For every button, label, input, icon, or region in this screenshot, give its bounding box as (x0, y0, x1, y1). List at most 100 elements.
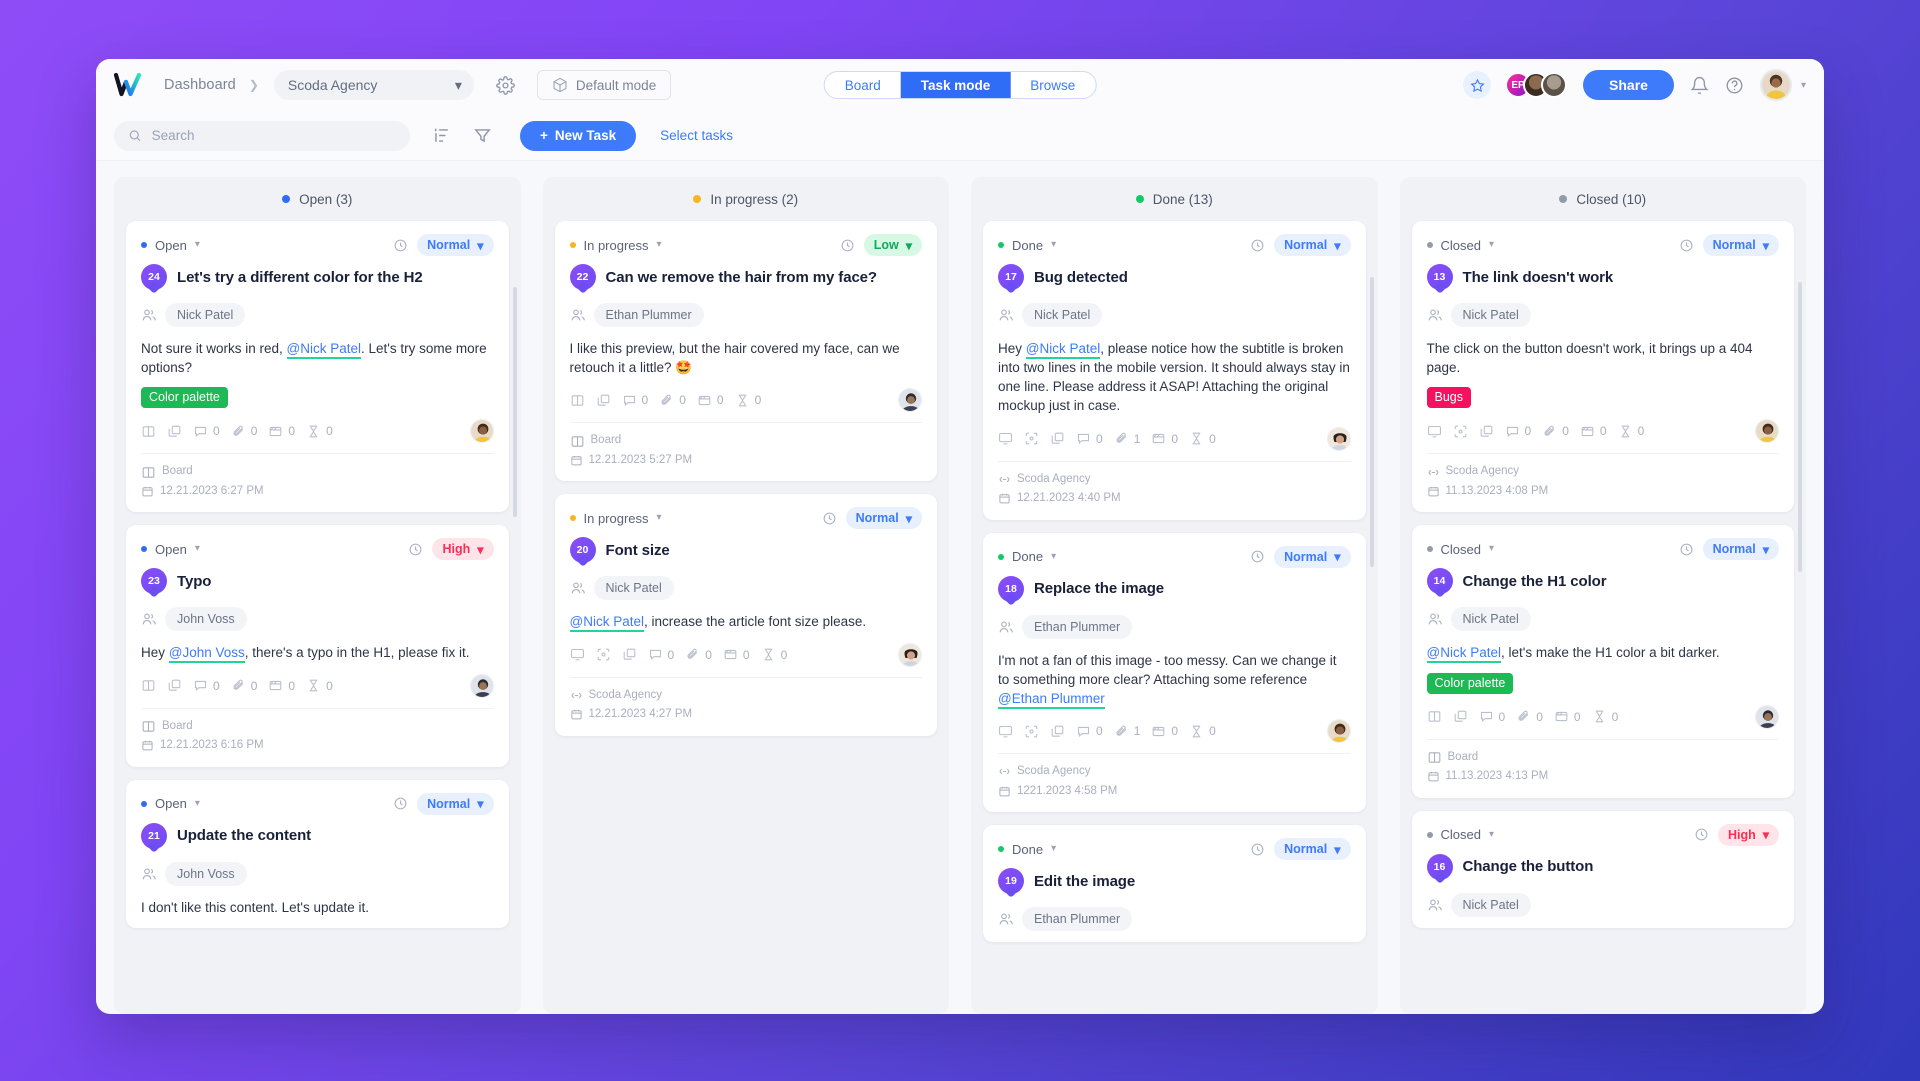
board-icon[interactable] (570, 393, 585, 408)
clock-icon[interactable] (1679, 542, 1694, 557)
card-status-select[interactable]: Closed ▾ (1426, 238, 1494, 253)
task-card[interactable]: Done ▾ Normal ▾ 18 Replace the image Ethan Plu… (983, 532, 1366, 813)
attachments-count[interactable]: 0 (231, 678, 257, 693)
attachments-count[interactable]: 0 (685, 647, 712, 662)
clock-icon[interactable] (393, 238, 408, 253)
filter-icon[interactable] (473, 126, 492, 145)
attachments-count[interactable]: 1 (1114, 431, 1140, 446)
search-input[interactable] (151, 128, 396, 143)
card-assignee[interactable]: Nick Patel (570, 576, 923, 601)
card-assignee[interactable]: Nick Patel (1427, 607, 1780, 632)
timer-count[interactable]: 0 (1189, 724, 1216, 739)
priority-select[interactable]: Normal ▾ (845, 507, 922, 530)
clock-icon[interactable] (408, 542, 423, 557)
monitor-icon[interactable] (998, 724, 1013, 739)
mention-link[interactable]: @John Voss (168, 645, 245, 664)
search-box[interactable] (114, 120, 410, 151)
comments-count[interactable]: 0 (648, 647, 674, 662)
share-button[interactable]: Share (1583, 70, 1674, 100)
selection-icon[interactable] (596, 647, 611, 662)
card-assignee[interactable]: Nick Patel (141, 303, 494, 327)
card-status-select[interactable]: Done ▾ (998, 238, 1056, 253)
task-card[interactable]: In progress ▾ Low ▾ 22 Can we remove the hair… (554, 221, 937, 482)
card-assignee[interactable]: Ethan Plummer (570, 303, 923, 327)
user-avatar[interactable] (1759, 69, 1792, 101)
star-icon[interactable] (1463, 71, 1492, 99)
clock-icon[interactable] (1250, 842, 1265, 857)
copy-icon[interactable] (622, 647, 637, 662)
copy-icon[interactable] (1050, 724, 1065, 739)
monitor-icon[interactable] (570, 647, 585, 662)
mention-link[interactable]: @Nick Patel (286, 341, 362, 359)
card-status-select[interactable]: Open ▾ (141, 542, 200, 557)
card-status-select[interactable]: Open ▾ (141, 796, 200, 811)
breadcrumb-dashboard[interactable]: Dashboard (164, 77, 236, 93)
avatar[interactable] (1326, 719, 1351, 744)
priority-select[interactable]: Normal ▾ (1274, 838, 1351, 861)
avatar[interactable] (1755, 704, 1779, 729)
tab-task-mode[interactable]: Task mode (900, 72, 1011, 98)
card-assignee[interactable]: Ethan Plummer (998, 907, 1351, 932)
card-assignee[interactable]: Nick Patel (998, 303, 1351, 327)
default-mode-button[interactable]: Default mode (536, 70, 672, 100)
priority-select[interactable]: High ▾ (432, 538, 494, 561)
task-card[interactable]: Open ▾ Normal ▾ 21 Update the content John Vos… (126, 779, 509, 928)
avatar[interactable] (469, 673, 494, 698)
comments-count[interactable]: 0 (1076, 724, 1103, 739)
timer-count[interactable]: 0 (306, 678, 333, 693)
clock-icon[interactable] (393, 796, 408, 811)
frames-count[interactable]: 0 (268, 678, 295, 693)
avatar[interactable] (898, 388, 922, 413)
avatar[interactable] (469, 419, 494, 444)
bell-icon[interactable] (1690, 76, 1709, 95)
task-card[interactable]: Closed ▾ Normal ▾ 13 The link doesn't work Nic… (1411, 221, 1794, 513)
collaborator-avatars[interactable]: EP (1505, 72, 1568, 98)
attachments-count[interactable]: 0 (1542, 424, 1569, 439)
copy-icon[interactable] (1453, 709, 1468, 724)
task-card[interactable]: Done ▾ Normal ▾ 17 Bug detected Nick Patel Hey … (983, 221, 1366, 520)
card-assignee[interactable]: Nick Patel (1427, 303, 1780, 327)
selection-icon[interactable] (1453, 424, 1468, 439)
copy-icon[interactable] (1479, 424, 1494, 439)
priority-select[interactable]: High ▾ (1717, 823, 1779, 846)
priority-select[interactable]: Normal ▾ (1702, 538, 1779, 561)
select-tasks-button[interactable]: Select tasks (660, 128, 733, 143)
card-assignee[interactable]: Nick Patel (1427, 892, 1780, 917)
card-status-select[interactable]: Closed ▾ (1426, 542, 1494, 557)
card-status-select[interactable]: Open ▾ (141, 238, 200, 253)
priority-select[interactable]: Low ▾ (863, 234, 922, 256)
clock-icon[interactable] (1250, 238, 1265, 253)
attachments-count[interactable]: 0 (1516, 709, 1543, 724)
frames-count[interactable]: 0 (723, 647, 750, 662)
comments-count[interactable]: 0 (193, 678, 220, 693)
priority-select[interactable]: Normal ▾ (1274, 545, 1351, 568)
mention-link[interactable]: @Nick Patel (1025, 341, 1101, 359)
column-scrollbar[interactable] (512, 287, 517, 517)
frames-count[interactable]: 0 (268, 424, 295, 439)
board-icon[interactable] (141, 678, 156, 693)
sort-icon[interactable] (432, 126, 451, 145)
comments-count[interactable]: 0 (622, 393, 648, 408)
task-card[interactable]: Done ▾ Normal ▾ 19 Edit the image Ethan Plumme… (983, 825, 1366, 943)
frames-count[interactable]: 0 (1580, 424, 1607, 439)
timer-count[interactable]: 0 (735, 393, 761, 408)
gear-icon[interactable] (496, 75, 515, 95)
task-card[interactable]: Closed ▾ High ▾ 16 Change the button Nick Pate… (1411, 810, 1794, 928)
column-scrollbar[interactable] (1798, 282, 1802, 572)
clock-icon[interactable] (1679, 238, 1694, 253)
priority-select[interactable]: Normal ▾ (417, 792, 494, 815)
frames-count[interactable]: 0 (1554, 709, 1581, 724)
mention-link[interactable]: @Nick Patel (569, 614, 644, 633)
tab-browse[interactable]: Browse (1030, 77, 1076, 93)
app-logo[interactable] (114, 73, 144, 97)
board-icon[interactable] (1427, 709, 1442, 724)
comments-count[interactable]: 0 (193, 424, 220, 439)
card-tag[interactable]: Bugs (1426, 387, 1471, 409)
project-select[interactable]: Scoda Agency ▾ (273, 70, 474, 100)
timer-count[interactable]: 0 (1189, 431, 1216, 446)
task-card[interactable]: In progress ▾ Normal ▾ 20 Font size Nick Patel… (554, 494, 937, 736)
clock-icon[interactable] (1694, 827, 1709, 842)
timer-count[interactable]: 0 (1592, 709, 1618, 724)
card-status-select[interactable]: Done ▾ (998, 549, 1056, 564)
mention-link[interactable]: @Nick Patel (1426, 645, 1501, 664)
